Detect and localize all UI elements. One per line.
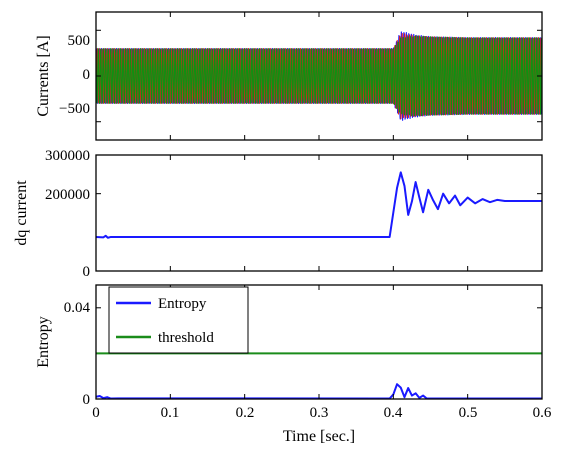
currents-ytick-label: 500 — [68, 33, 91, 49]
currents-panel: 500 0 −500 Currents [A] — [35, 11, 543, 141]
dq-series-group — [96, 171, 542, 239]
currents-ytick-label: −500 — [59, 101, 90, 117]
legend-label-threshold: threshold — [158, 330, 214, 346]
entropy-y-axis-label: Entropy — [35, 316, 52, 368]
dq-ytick-label: 200000 — [45, 187, 90, 203]
legend-label-entropy: Entropy — [158, 296, 207, 312]
currents-y-axis-label: Currents [A] — [35, 35, 52, 116]
x-tick-label: 0.1 — [161, 405, 180, 421]
x-tick-label: 0.6 — [533, 405, 552, 421]
entropy-ytick-label: 0 — [83, 392, 91, 408]
x-tick-label: 0.3 — [310, 405, 329, 421]
dq-tick-marks — [95, 154, 543, 272]
dq-ytick-label: 0 — [83, 264, 91, 280]
currents-series-group — [96, 31, 542, 121]
entropy-series-group — [96, 352, 542, 399]
entropy-ytick-label: 0.04 — [64, 300, 91, 316]
dq-series-line-0 — [96, 171, 542, 239]
dq-ytick-label: 300000 — [45, 148, 90, 164]
dq-panel: 300000 200000 0 dq current — [13, 148, 543, 280]
dq-y-axis-label: dq current — [13, 180, 30, 246]
entropy-panel: 0.04 0 Entropy 0 0.1 0.2 0.3 0.4 0.5 0.6… — [35, 284, 552, 445]
currents-series-line-2 — [96, 35, 542, 117]
legend: Entropy threshold — [108, 286, 249, 354]
dq-plot-frame — [95, 154, 543, 272]
legend-box — [108, 286, 249, 354]
currents-series-line-1 — [96, 32, 542, 120]
x-tick-label: 0.5 — [459, 405, 478, 421]
entropy-series-line-entropy — [96, 383, 542, 399]
currents-tick-marks — [95, 12, 543, 140]
x-tick-label: 0 — [92, 405, 100, 421]
x-axis-label: Time [sec.] — [283, 428, 355, 445]
entropy-tick-marks — [95, 285, 543, 400]
currents-ytick-label: 0 — [83, 67, 91, 83]
x-tick-label: 0.2 — [236, 405, 255, 421]
x-tick-label: 0.4 — [384, 405, 403, 421]
